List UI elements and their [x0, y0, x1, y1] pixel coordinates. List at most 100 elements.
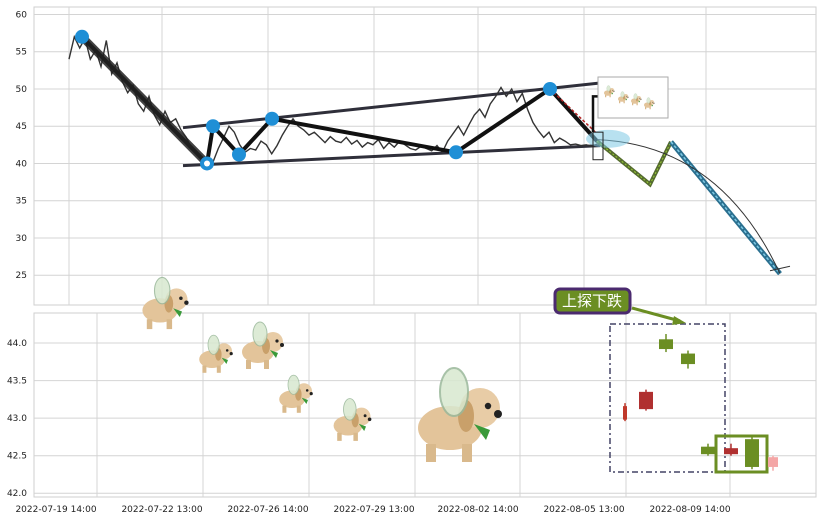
dog-leg: [462, 444, 472, 462]
dog-wing: [343, 398, 357, 421]
dog-leg: [146, 319, 153, 330]
candle-body: [768, 457, 778, 467]
channel-upper-line: [182, 81, 601, 130]
highlight-box: [592, 131, 604, 161]
upper-y-tick-label: 30: [16, 234, 28, 244]
dog-eye: [363, 414, 367, 418]
lower-grid: [34, 313, 816, 497]
lower-y-tick-label: 43.0: [7, 414, 27, 424]
pivot-marker: [232, 147, 246, 162]
dog-eye: [225, 349, 229, 352]
dog-eye: [305, 389, 309, 392]
dog-leg: [426, 444, 436, 462]
arc-tick: [769, 265, 791, 272]
dog-leg: [609, 95, 611, 98]
price-line: [68, 34, 598, 164]
x-tick-label: 2022-08-05 13:00: [543, 505, 624, 515]
upper-y-tick-label: 60: [16, 10, 28, 20]
dog-nose: [367, 417, 372, 422]
annotation-arrow: [631, 306, 681, 323]
dog-scarf: [173, 308, 182, 317]
dog-figure: [242, 321, 284, 369]
pivot-marker: [265, 111, 279, 126]
dog-eye: [275, 339, 279, 343]
dog-leg: [264, 360, 269, 369]
dog-wing: [439, 367, 469, 417]
pivot-marker: [449, 145, 463, 160]
pivot-marker-center: [204, 160, 210, 167]
upper-y-tick-label: 50: [16, 85, 28, 95]
dog-scarf: [638, 100, 640, 103]
bracket-mark: [591, 95, 598, 133]
dog-scarf: [221, 357, 228, 364]
lower-plot-area: [33, 312, 817, 498]
decorative-dogs: [142, 276, 502, 462]
dog-leg: [216, 365, 221, 373]
pivot-marker: [75, 29, 89, 44]
dog-figure: [418, 367, 502, 462]
dog-scarf: [651, 104, 653, 107]
projection-green-dash: [596, 140, 672, 186]
dog-nose: [627, 96, 629, 98]
dog-figure: [279, 374, 313, 413]
dog-eye: [484, 402, 492, 410]
dog-leg: [623, 101, 625, 104]
dog-leg: [632, 103, 634, 106]
dog-nose: [640, 98, 642, 100]
dog-wing: [606, 85, 611, 92]
annotation-label: 上探下跌: [562, 292, 622, 310]
dog-figure: [199, 334, 233, 373]
dog-eye: [652, 101, 654, 103]
candle-body: [745, 439, 759, 467]
dog-figure: [142, 276, 189, 330]
dog-leg: [166, 319, 173, 330]
candle-body: [681, 353, 695, 365]
pivot-marker: [206, 119, 220, 134]
dog-wing: [633, 93, 638, 100]
candle-body: [659, 339, 673, 350]
dog-figure: [644, 97, 655, 110]
dog-figure: [618, 91, 629, 104]
dog-figure: [604, 85, 615, 98]
dog-figure: [333, 398, 372, 441]
dog-scarf: [611, 92, 613, 95]
lower-y-tick-label: 44.0: [7, 339, 27, 349]
lower-y-tick-label: 42.5: [7, 452, 27, 462]
dog-eye: [612, 89, 614, 91]
upper-y-axis: 25 30 35 40 45 50 55 60: [16, 10, 28, 281]
upper-y-tick-label: 25: [16, 271, 27, 281]
pivot-marker: [543, 81, 557, 96]
dog-leg: [246, 360, 251, 369]
x-tick-label: 2022-07-29 13:00: [333, 505, 414, 515]
dog-leg: [296, 405, 301, 413]
dog-scarf: [270, 350, 278, 358]
dog-nose: [613, 90, 615, 92]
x-tick-label: 2022-08-09 14:00: [649, 505, 730, 515]
selection-box: [609, 323, 726, 473]
dog-wing: [252, 321, 268, 347]
dog-leg: [337, 432, 342, 441]
sticker-dogs: [604, 85, 655, 110]
lower-y-tick-label: 43.5: [7, 377, 27, 387]
dog-scarf: [301, 397, 308, 404]
highlight-green-box: [714, 434, 769, 474]
dog-leg: [202, 365, 207, 373]
dog-nose: [229, 352, 233, 356]
dog-scarf: [358, 423, 366, 431]
candle-body: [724, 448, 738, 455]
x-tick-label: 2022-07-19 14:00: [15, 505, 96, 515]
upper-y-tick-label: 40: [16, 159, 28, 169]
channel-lower-line: [182, 144, 601, 168]
dog-wing: [287, 374, 300, 395]
dog-nose: [280, 343, 284, 347]
annotation-arrowhead: [672, 316, 686, 325]
dog-wing: [646, 97, 651, 104]
dog-sticker-box: [597, 76, 669, 119]
dog-leg: [605, 95, 607, 98]
dog-scarf: [625, 98, 627, 101]
dog-eye: [626, 95, 628, 97]
dog-leg: [636, 103, 638, 106]
upper-plot-content: [68, 29, 791, 276]
lower-y-tick-label: 42.0: [7, 489, 27, 499]
pattern-annotation: 上探下跌: [553, 287, 686, 325]
